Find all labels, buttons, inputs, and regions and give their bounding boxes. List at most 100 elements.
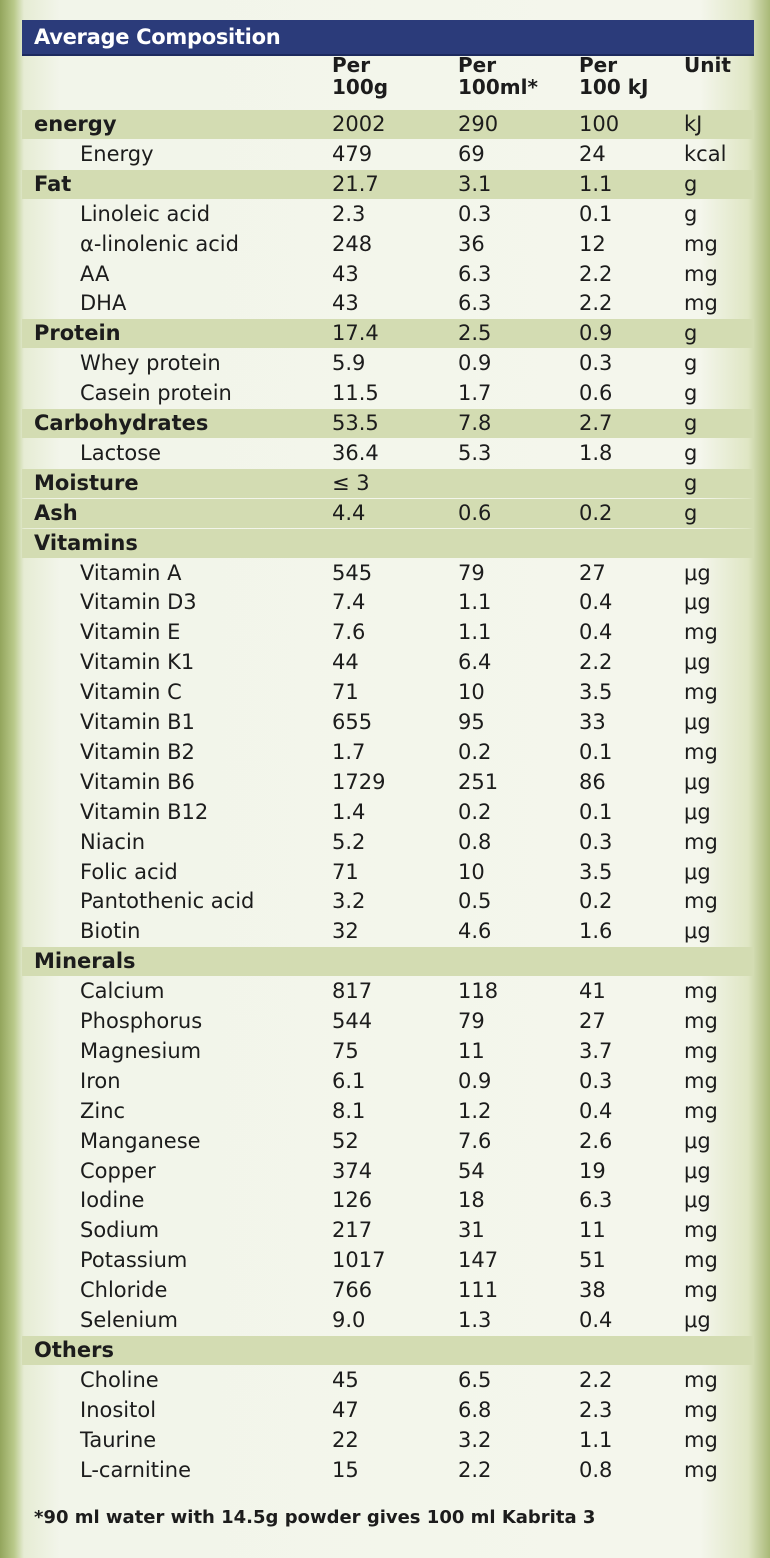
value-per-100ml: 0.8 bbox=[458, 829, 492, 854]
value-per-100kj: 1.6 bbox=[579, 919, 613, 944]
nutrient-name: Vitamin B2 bbox=[80, 739, 195, 764]
table-row: AA 43 6.3 2.2 mg bbox=[22, 260, 754, 289]
value-per-100kj: 3.5 bbox=[579, 680, 613, 705]
value-unit: mg bbox=[684, 231, 718, 256]
value-per-100g: 71 bbox=[332, 859, 359, 884]
value-per-100g: 2002 bbox=[332, 112, 386, 136]
section-row: Others bbox=[22, 1335, 754, 1365]
nutrient-name: Casein protein bbox=[80, 381, 232, 406]
nutrient-name: Manganese bbox=[80, 1128, 201, 1153]
nutrient-name: Vitamin A bbox=[80, 560, 182, 585]
value-per-100g: 47 bbox=[332, 1397, 359, 1422]
section-row: Carbohydrates 53.5 7.8 2.7 g bbox=[22, 409, 754, 438]
nutrient-name: Fat bbox=[34, 171, 72, 196]
nutrient-name: Iron bbox=[80, 1068, 121, 1093]
value-unit: μg bbox=[684, 799, 711, 824]
nutrient-name: Others bbox=[34, 1337, 114, 1362]
nutrient-name: Minerals bbox=[34, 949, 136, 974]
value-unit: mg bbox=[684, 1218, 718, 1243]
value-per-100kj: 0.1 bbox=[579, 739, 613, 764]
nutrient-name: Whey protein bbox=[80, 351, 221, 376]
nutrient-name: DHA bbox=[80, 291, 127, 316]
value-per-100kj: 11 bbox=[579, 1218, 606, 1243]
value-per-100kj: 86 bbox=[579, 769, 606, 794]
value-per-100g: 5.2 bbox=[332, 829, 366, 854]
nutrient-name: Vitamin C bbox=[80, 680, 182, 705]
nutrient-name: Carbohydrates bbox=[34, 411, 209, 435]
value-per-100kj: 0.3 bbox=[579, 351, 613, 376]
footnote: *90 ml water with 14.5g powder gives 100… bbox=[34, 1507, 596, 1528]
value-per-100g: 544 bbox=[332, 1009, 373, 1033]
value-per-100ml: 0.3 bbox=[458, 201, 492, 226]
table-row: Biotin 32 4.6 1.6 μg bbox=[22, 917, 754, 946]
nutrient-name: Vitamin K1 bbox=[80, 650, 195, 675]
value-per-100g: 1729 bbox=[332, 769, 386, 794]
table-row: Pantothenic acid 3.2 0.5 0.2 mg bbox=[22, 887, 754, 916]
value-per-100kj: 0.3 bbox=[579, 1068, 613, 1093]
nutrient-name: Vitamin D3 bbox=[80, 590, 197, 615]
value-per-100ml: 54 bbox=[458, 1158, 485, 1183]
nutrient-name: Selenium bbox=[80, 1308, 178, 1332]
value-unit: mg bbox=[684, 1068, 718, 1093]
value-per-100kj: 0.3 bbox=[579, 829, 613, 854]
value-unit: mg bbox=[684, 1427, 718, 1452]
table-row: Lactose 36.4 5.3 1.8 g bbox=[22, 439, 754, 468]
value-per-100kj: 27 bbox=[579, 560, 606, 585]
value-per-100g: 32 bbox=[332, 919, 359, 944]
nutrient-name: energy bbox=[34, 112, 117, 136]
value-unit: μg bbox=[684, 590, 711, 615]
value-per-100ml: 1.3 bbox=[458, 1308, 492, 1332]
value-per-100ml: 79 bbox=[458, 560, 485, 585]
table-row: Magnesium 75 11 3.7 mg bbox=[22, 1037, 754, 1066]
value-unit: μg bbox=[684, 919, 711, 944]
nutrient-name: Linoleic acid bbox=[80, 201, 211, 226]
value-per-100kj: 0.2 bbox=[579, 500, 613, 525]
table-row: Choline 45 6.5 2.2 mg bbox=[22, 1366, 754, 1395]
value-unit: mg bbox=[684, 261, 718, 286]
value-per-100g: 7.6 bbox=[332, 620, 366, 645]
composition-panel: Average Composition Per 100g Per 100ml* … bbox=[22, 14, 764, 1544]
value-per-100g: 248 bbox=[332, 231, 373, 256]
value-per-100g: 5.9 bbox=[332, 351, 366, 376]
value-per-100ml: 0.6 bbox=[458, 500, 492, 525]
section-row: Ash 4.4 0.6 0.2 g bbox=[22, 498, 754, 528]
value-unit: g bbox=[684, 171, 698, 196]
value-unit: kJ bbox=[684, 112, 703, 136]
value-per-100kj: 2.2 bbox=[579, 1367, 613, 1392]
value-per-100g: 36.4 bbox=[332, 440, 379, 465]
value-per-100ml: 1.1 bbox=[458, 620, 492, 645]
value-unit: mg bbox=[684, 1457, 718, 1482]
table-row: Inositol 47 6.8 2.3 mg bbox=[22, 1396, 754, 1425]
value-per-100kj: 2.6 bbox=[579, 1128, 613, 1153]
value-per-100ml: 2.2 bbox=[458, 1457, 492, 1482]
nutrient-name: Vitamin B1 bbox=[80, 710, 195, 734]
table-row: Sodium 217 31 11 mg bbox=[22, 1216, 754, 1245]
nutrient-name: Vitamin E bbox=[80, 620, 181, 645]
value-per-100kj: 3.7 bbox=[579, 1038, 613, 1063]
value-per-100ml: 0.2 bbox=[458, 739, 492, 764]
value-per-100ml: 10 bbox=[458, 680, 485, 705]
value-per-100kj: 1.1 bbox=[579, 1427, 613, 1452]
value-per-100ml: 1.1 bbox=[458, 590, 492, 615]
nutrient-name: Sodium bbox=[80, 1218, 160, 1243]
value-per-100kj: 33 bbox=[579, 710, 606, 734]
value-per-100kj: 3.5 bbox=[579, 859, 613, 884]
value-unit: mg bbox=[684, 1397, 718, 1422]
header-per-100kj: Per 100 kJ bbox=[579, 53, 649, 99]
value-unit: μg bbox=[684, 769, 711, 794]
table-row: Copper 374 54 19 μg bbox=[22, 1157, 754, 1186]
table-row: Whey protein 5.9 0.9 0.3 g bbox=[22, 349, 754, 378]
value-per-100ml: 147 bbox=[458, 1248, 499, 1273]
value-unit: g bbox=[684, 381, 698, 406]
value-per-100g: 1017 bbox=[332, 1248, 386, 1273]
table-row: Vitamin D3 7.4 1.1 0.4 μg bbox=[22, 588, 754, 617]
value-per-100ml: 111 bbox=[458, 1278, 499, 1303]
value-unit: g bbox=[684, 201, 698, 226]
table-row: L-carnitine 15 2.2 0.8 mg bbox=[22, 1456, 754, 1485]
value-per-100ml: 6.3 bbox=[458, 261, 492, 286]
value-unit: μg bbox=[684, 560, 711, 585]
nutrient-name: Phosphorus bbox=[80, 1009, 203, 1033]
table-row: Selenium 9.0 1.3 0.4 μg bbox=[22, 1306, 754, 1335]
nutrient-name: Calcium bbox=[80, 979, 165, 1004]
table-row: Phosphorus 544 79 27 mg bbox=[22, 1007, 754, 1036]
